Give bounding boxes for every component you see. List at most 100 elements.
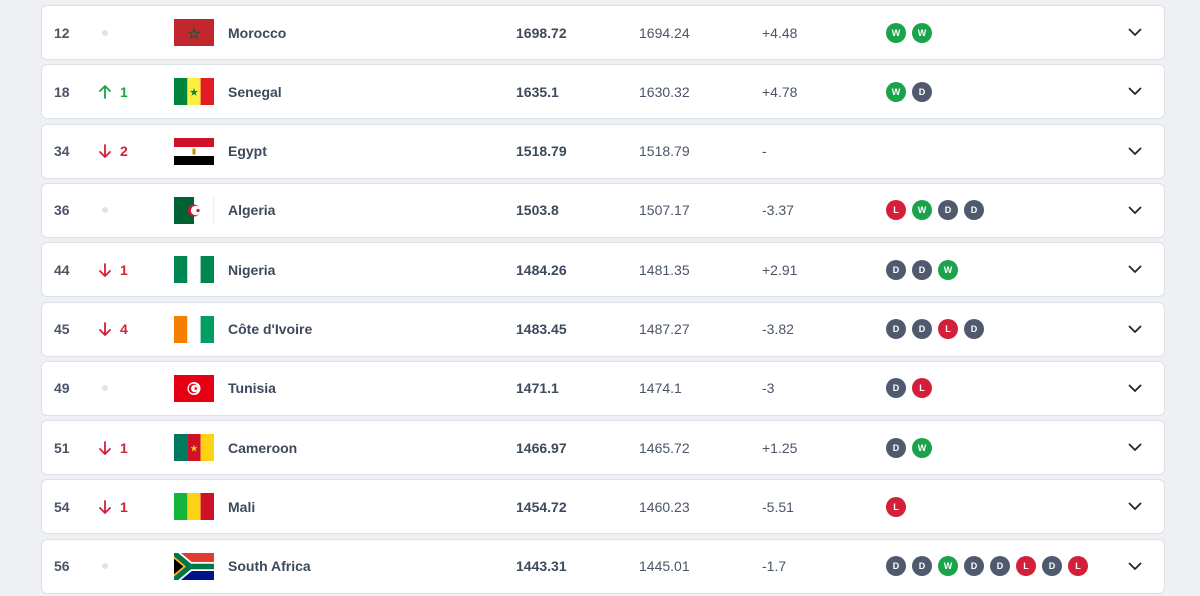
rank-movement xyxy=(98,362,108,415)
rank-movement: 1 xyxy=(98,421,128,474)
arrow-down-icon xyxy=(99,262,111,277)
chevron-down-icon xyxy=(1128,502,1142,511)
total-points: 1518.79 xyxy=(516,143,567,160)
total-points: 1484.26 xyxy=(516,261,567,278)
points-difference: -3 xyxy=(762,380,775,397)
arrow-down-icon xyxy=(99,440,111,455)
rank: 45 xyxy=(54,321,70,337)
expand-row-button[interactable] xyxy=(1128,6,1144,59)
form-badge: W xyxy=(912,437,932,458)
total-points: 1483.45 xyxy=(516,321,567,337)
table-row[interactable]: 34 2 Egypt 1518.79 1518.79 - xyxy=(41,123,1165,179)
form-badge: D xyxy=(964,319,984,339)
team-name[interactable]: Mali xyxy=(228,498,256,515)
form-badge: D xyxy=(886,437,906,458)
tunisia-flag-icon xyxy=(174,374,214,402)
movement-value: 1 xyxy=(120,439,128,456)
team-name[interactable]: South Africa xyxy=(228,558,311,575)
points-difference: -1.7 xyxy=(762,558,787,575)
form-badge: W xyxy=(912,22,932,43)
expand-row-button[interactable] xyxy=(1128,540,1144,593)
rank-movement xyxy=(98,6,108,59)
form-badge: D xyxy=(912,81,932,102)
expand-row-button[interactable] xyxy=(1128,243,1144,296)
team-name[interactable]: Senegal xyxy=(228,83,282,100)
form-badge: D xyxy=(912,556,932,577)
form-badge: L xyxy=(886,200,906,221)
team-name[interactable]: Nigeria xyxy=(228,261,276,278)
total-points: 1698.72 xyxy=(516,24,567,41)
previous-points: 1518.79 xyxy=(639,143,690,160)
recent-form: L xyxy=(886,480,906,533)
expand-row-button[interactable] xyxy=(1128,480,1144,533)
previous-points: 1694.24 xyxy=(639,24,690,41)
table-row[interactable]: 45 4 Côte d'Ivoire 1483.45 1487.27 -3.82… xyxy=(41,301,1165,357)
total-points: 1443.31 xyxy=(516,558,567,575)
previous-points: 1474.1 xyxy=(639,380,682,397)
previous-points: 1460.23 xyxy=(639,498,690,515)
expand-row-button[interactable] xyxy=(1128,65,1144,118)
senegal-flag-icon xyxy=(174,78,214,106)
cameroon-flag-icon xyxy=(174,434,214,462)
mali-flag-icon xyxy=(174,493,214,521)
form-badge: L xyxy=(886,496,906,517)
points-difference: +4.48 xyxy=(762,24,798,41)
chevron-down-icon xyxy=(1128,28,1142,36)
team-name[interactable]: Côte d'Ivoire xyxy=(228,321,313,337)
form-badge: L xyxy=(912,378,932,399)
expand-row-button[interactable] xyxy=(1128,184,1144,237)
expand-row-button[interactable] xyxy=(1128,125,1144,178)
no-change-dot-icon xyxy=(102,207,108,214)
rank: 34 xyxy=(54,143,70,160)
team-name[interactable]: Cameroon xyxy=(228,439,298,456)
points-difference: -3.82 xyxy=(762,321,794,337)
movement-value: 2 xyxy=(120,143,128,160)
chevron-down-icon xyxy=(1128,206,1142,214)
expand-row-button[interactable] xyxy=(1128,421,1144,474)
form-badge: W xyxy=(912,200,932,221)
form-badge: D xyxy=(886,556,906,577)
form-badge: D xyxy=(1042,556,1062,577)
form-badge: W xyxy=(886,81,906,102)
team-name[interactable]: Algeria xyxy=(228,202,276,219)
team-name[interactable]: Morocco xyxy=(228,24,287,41)
form-badge: D xyxy=(964,556,984,577)
algeria-flag-icon xyxy=(174,196,214,224)
expand-row-button[interactable] xyxy=(1128,303,1144,356)
form-badge: D xyxy=(912,259,932,280)
arrow-down-icon xyxy=(99,499,111,514)
south-africa-flag-icon xyxy=(174,552,214,580)
total-points: 1466.97 xyxy=(516,439,567,456)
total-points: 1503.8 xyxy=(516,202,559,219)
rank: 44 xyxy=(54,261,70,278)
nigeria-flag-icon xyxy=(174,256,214,284)
chevron-down-icon xyxy=(1128,147,1142,155)
expand-row-button[interactable] xyxy=(1128,362,1144,415)
form-badge: D xyxy=(912,319,932,339)
morocco-flag-icon xyxy=(174,19,214,46)
chevron-down-icon xyxy=(1128,384,1142,392)
rank: 36 xyxy=(54,202,70,219)
cote-divoire-flag-icon xyxy=(174,315,214,343)
team-name[interactable]: Egypt xyxy=(228,143,267,160)
rank: 49 xyxy=(54,380,70,397)
table-row[interactable]: 54 1 Mali 1454.72 1460.23 -5.51 L xyxy=(41,479,1165,535)
no-change-dot-icon xyxy=(102,385,108,392)
total-points: 1635.1 xyxy=(516,83,559,100)
previous-points: 1487.27 xyxy=(639,321,690,337)
arrow-down-icon xyxy=(99,144,111,158)
team-name[interactable]: Tunisia xyxy=(228,380,276,397)
previous-points: 1445.01 xyxy=(639,558,690,575)
